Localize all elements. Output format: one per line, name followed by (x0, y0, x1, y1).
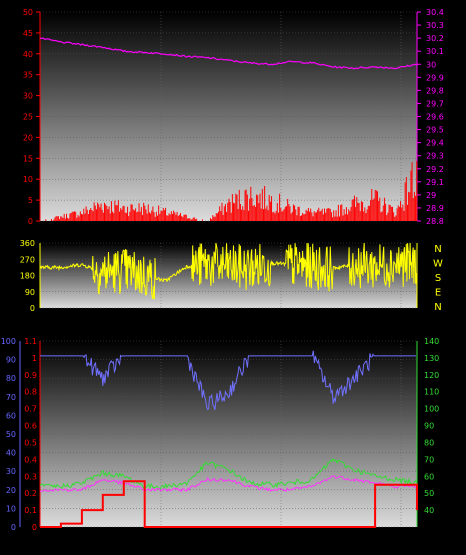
wind-direction-tick-label: 270 (20, 255, 35, 264)
rainfall-series-line (40, 480, 418, 528)
windspeed-tick-label: 45 (23, 29, 33, 38)
rain-hum-x-tick-label: Day 8 (268, 533, 294, 542)
humidity-tick-label: 10 (6, 504, 16, 513)
rainfall-tick-label: 0.7 (24, 405, 37, 414)
humidity-series-line (40, 350, 416, 411)
windspeed-tick-label: 20 (23, 133, 33, 142)
barometer-tick-label: 29.2 (426, 165, 444, 174)
humidity-tick-label: 90 (6, 356, 16, 365)
humidity-tick-label: 0 (11, 523, 16, 532)
barometer-tick-label: 29.9 (426, 73, 444, 82)
barometer-tick-label: 29.4 (426, 139, 444, 148)
windspeed-tick-label: 35 (23, 71, 33, 80)
temperature-tick-label: 70 (424, 455, 434, 464)
barometer-tick-label: 28.9 (426, 204, 444, 213)
temperature-tick-label: 110 (424, 388, 439, 397)
barometer-tick-label: 29.7 (426, 99, 444, 108)
windspeed-tick-label: 25 (23, 113, 33, 122)
barometer-series-line (40, 37, 418, 70)
wind-baro-x-tick-label: Day 8 (268, 227, 294, 236)
rainfall-tick-label: 0.5 (24, 438, 37, 447)
barometer-tick-label: 28.8 (426, 217, 444, 226)
humidity-tick-label: 50 (6, 430, 16, 439)
windspeed-tick-label: 50 (23, 8, 33, 17)
humidity-tick-label: 60 (6, 411, 16, 420)
windspeed-tick-label: 15 (23, 154, 33, 163)
humidity-tick-label: 20 (6, 486, 16, 495)
windspeed-tick-label: 5 (28, 196, 33, 205)
temperature-tick-label: 60 (424, 472, 434, 481)
rainfall-tick-label: 0.4 (24, 455, 37, 464)
wind-direction-tick-label: 360 (20, 239, 35, 248)
temperature-axis-title: Temperature (°F) (311, 323, 397, 334)
humidity-tick-label: 80 (6, 374, 16, 383)
barometer-tick-label: 29.5 (426, 126, 444, 135)
compass-label: W (433, 259, 443, 270)
wind-baro-x-tick-label: Day 7 (148, 227, 173, 236)
barometer-tick-label: 29 (426, 191, 436, 200)
dew-point-axis-title: Dew Point (°F) (391, 323, 463, 334)
temperature-tick-label: 40 (424, 506, 434, 515)
barometer-tick-label: 29.3 (426, 152, 444, 161)
barometer-tick-label: 30.1 (426, 47, 444, 56)
windspeed-axis-title: Windspeed (mph) (5, 2, 94, 13)
wind-dir-x-tick-label: Day 7 (148, 314, 173, 323)
barometer-tick-label: 30.2 (426, 34, 444, 43)
wind-dir-x-tick-label: Day 8 (268, 314, 294, 323)
rain-hum-x-tick-label: Day 9 (388, 533, 414, 542)
barometer-tick-label: 29.6 (426, 113, 444, 122)
rainfall-tick-label: 0.6 (24, 422, 37, 431)
windspeed-tick-label: 30 (23, 92, 33, 101)
dew-point-series-line (39, 475, 418, 493)
temperature-tick-label: 80 (424, 438, 434, 447)
rainfall-axis-title: Rainfall (.in) (2, 323, 63, 334)
humidity-tick-label: 70 (6, 393, 16, 402)
windspeed-tick-label: 10 (23, 175, 33, 184)
humidity-tick-label: 40 (6, 449, 16, 458)
rain-hum-x-tick-label: Day 7 (148, 533, 173, 542)
chart-title: Current last 72 hours May 9 2024 (164, 2, 332, 13)
compass-label: N (434, 244, 441, 255)
wind-baro-plot-area (40, 12, 417, 221)
wind-barometer-panel: 0 5 10 15 20 25 30 35 40 45 50 28.8 28.9 29 29.1 29.2 29… (23, 8, 444, 236)
rainfall-tick-label: 0.3 (24, 472, 37, 481)
windspeed-tick-label: 0 (28, 217, 33, 226)
wind-direction-tick-label: 90 (25, 288, 35, 297)
rainfall-tick-label: 0.2 (24, 489, 37, 498)
compass-label: E (435, 288, 441, 299)
wind-direction-series-line (39, 242, 418, 300)
rainfall-tick-label: 0.1 (24, 506, 37, 515)
humidity-tick-label: 30 (6, 467, 16, 476)
rain-humidity-temp-panel: 0 10 20 30 40 50 60 70 80 90 100 0 0.1 0.2 0.3 0.4 0.5 0.… (1, 337, 440, 542)
temperature-tick-label: 90 (424, 422, 434, 431)
temperature-tick-label: 130 (424, 354, 439, 363)
wind-baro-x-tick-label: Day 9 (388, 227, 414, 236)
rainfall-tick-label: 0.8 (24, 388, 37, 397)
temperature-tick-label: 140 (424, 337, 439, 346)
temperature-tick-label: 120 (424, 371, 439, 380)
humidity-axis-title: Humidity (%) (67, 323, 133, 334)
rainfall-tick-label: 0 (32, 523, 37, 532)
rainfall-tick-label: 1.1 (24, 337, 37, 346)
wind-direction-tick-label: 0 (30, 304, 35, 313)
windspeed-tick-label: 40 (23, 50, 33, 59)
barometer-tick-label: 30 (426, 60, 436, 69)
barometer-tick-label: 29.1 (426, 178, 444, 187)
barometer-tick-label: 29.8 (426, 86, 444, 95)
rainfall-tick-label: 0.9 (24, 371, 37, 380)
rainfall-tick-label: 1 (32, 354, 37, 363)
barometer-tick-label: 30.4 (426, 8, 444, 17)
humidity-tick-label: 100 (1, 337, 16, 346)
barometer-tick-label: 30.3 (426, 21, 444, 30)
temperature-series-line (39, 457, 418, 490)
compass-label: N (434, 302, 441, 313)
temperature-tick-label: 50 (424, 489, 434, 498)
barometer-axis-title: Barometer (.in) (387, 2, 463, 13)
temperature-tick-label: 100 (424, 405, 439, 414)
compass-label: S (435, 273, 441, 284)
wind-direction-tick-label: 180 (20, 272, 35, 281)
wind-dir-x-tick-label: Day 9 (388, 314, 414, 323)
